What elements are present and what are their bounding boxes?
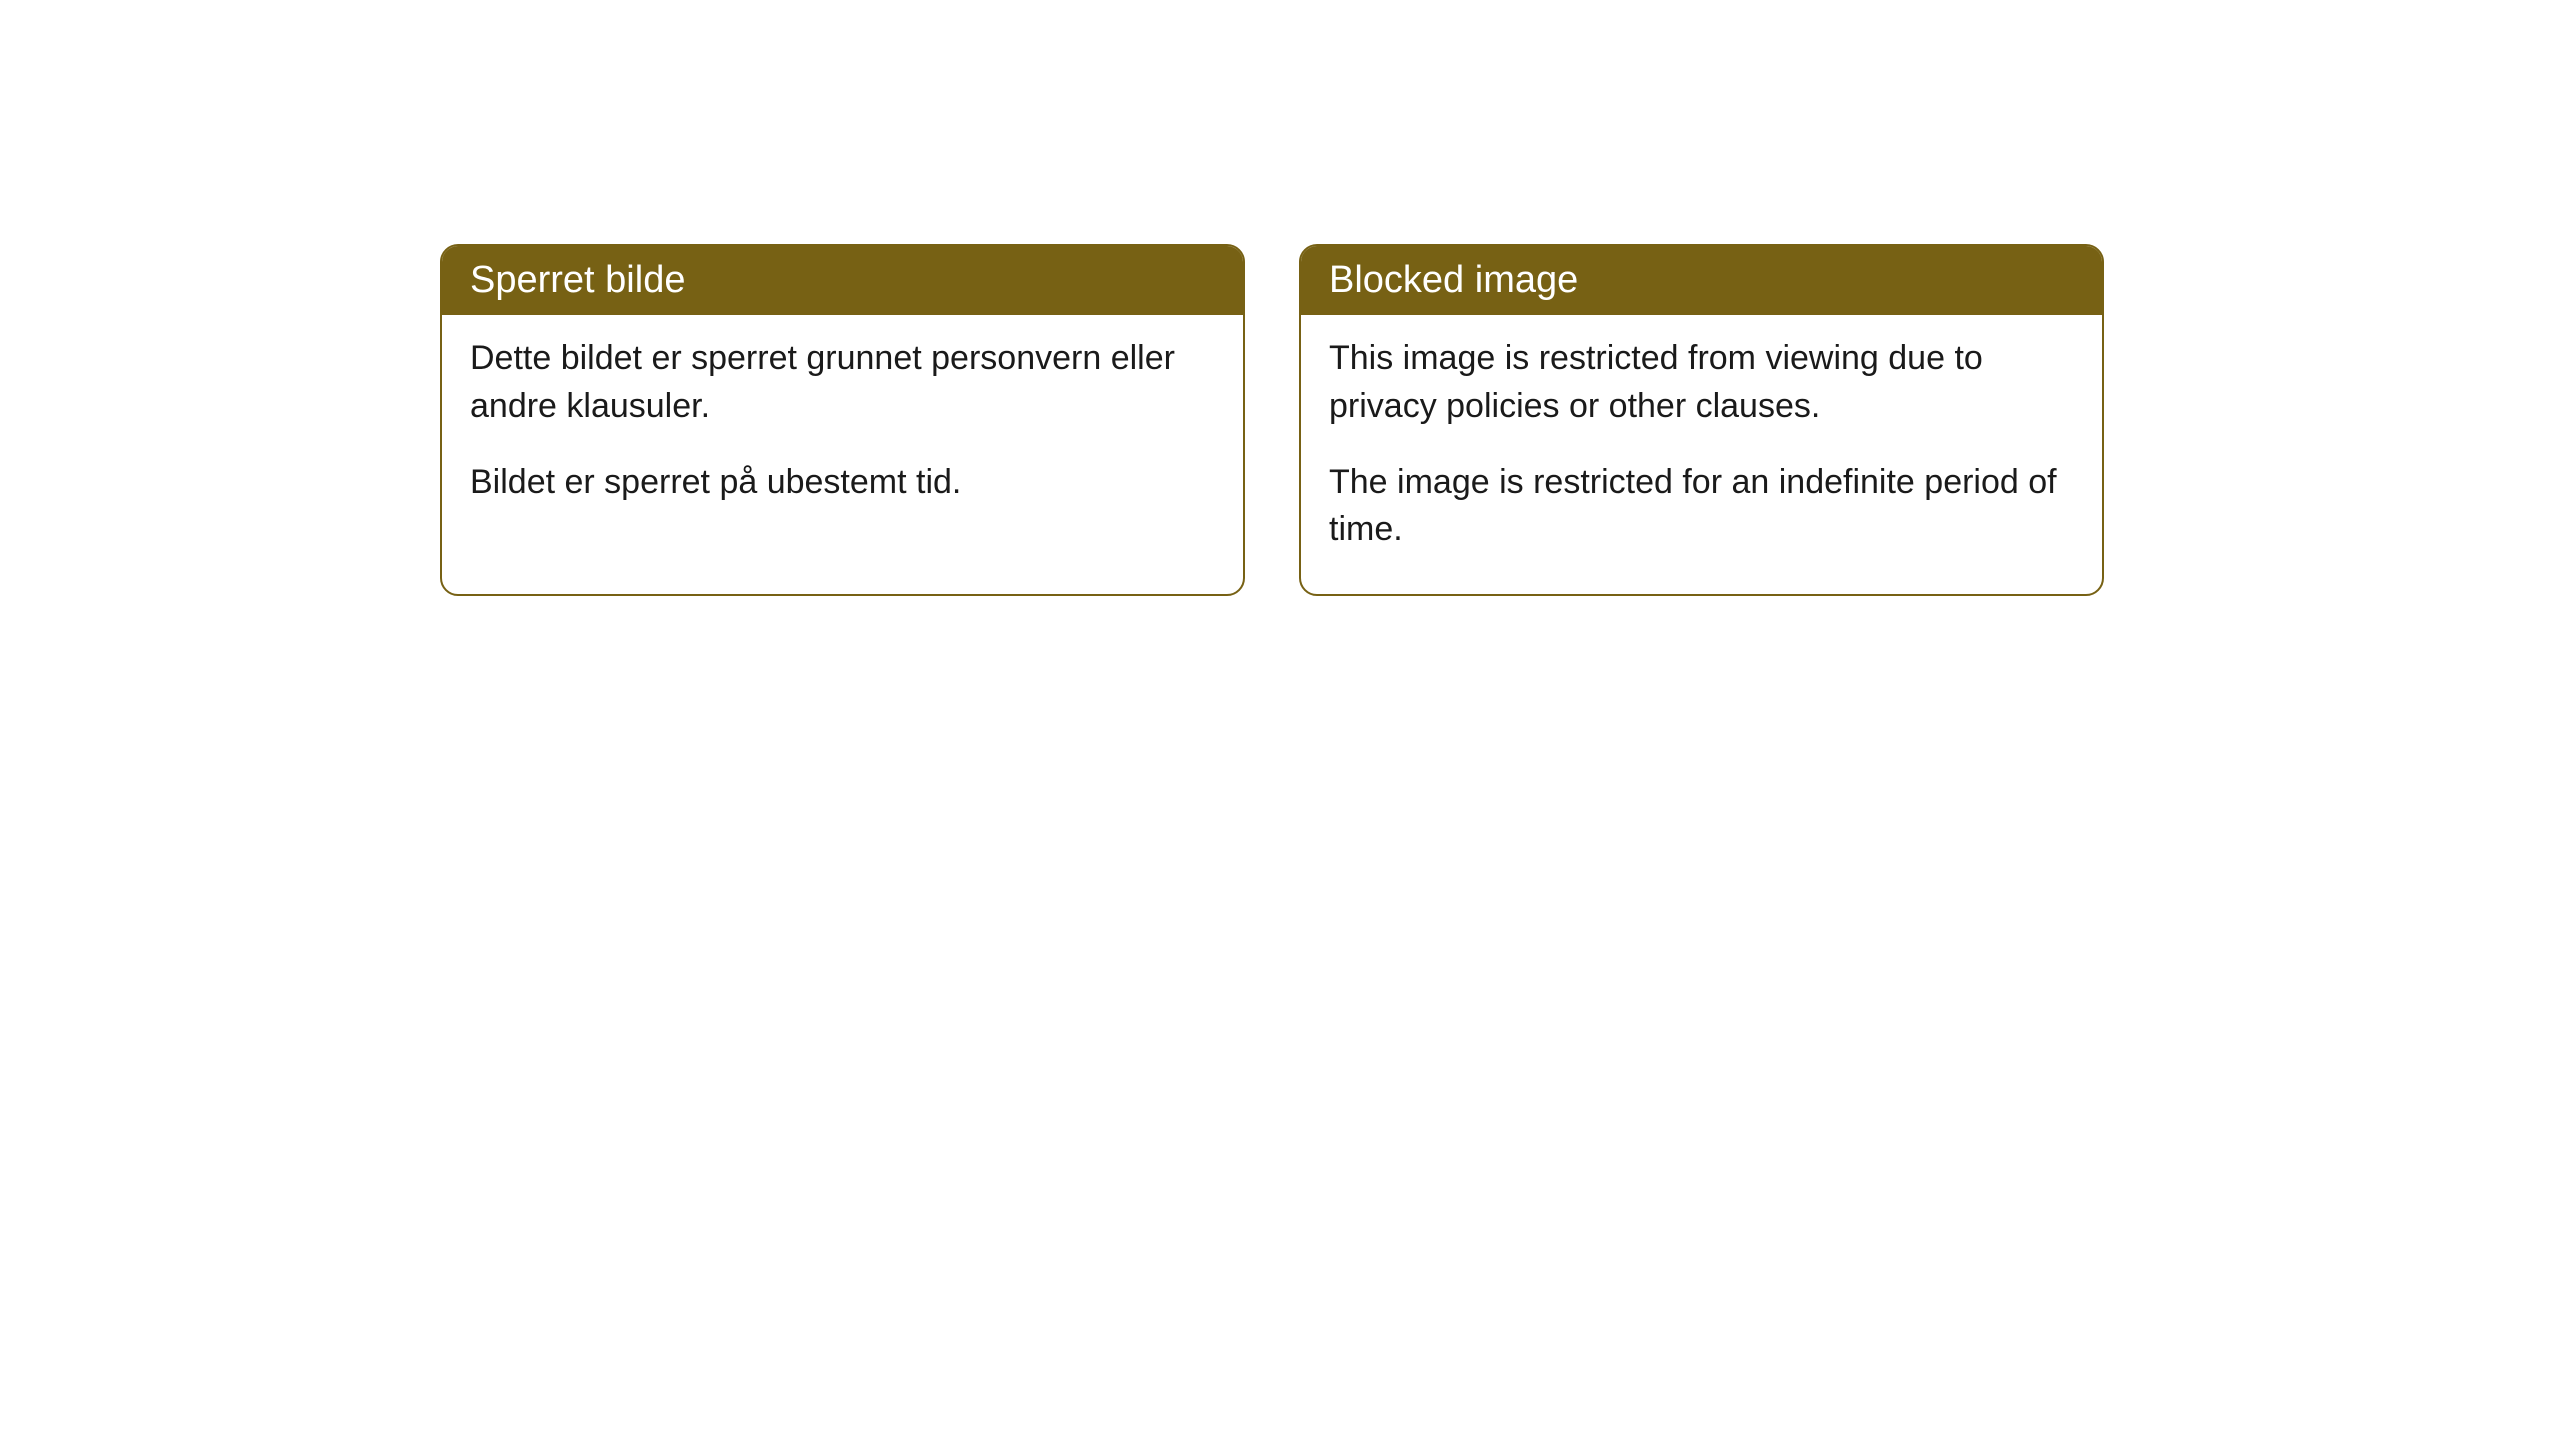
card-text-norwegian-2: Bildet er sperret på ubestemt tid.	[470, 459, 1215, 507]
card-text-norwegian-1: Dette bildet er sperret grunnet personve…	[470, 335, 1215, 430]
card-header-english: Blocked image	[1301, 246, 2102, 315]
blocked-image-card-english: Blocked image This image is restricted f…	[1299, 244, 2104, 596]
blocked-image-card-norwegian: Sperret bilde Dette bildet er sperret gr…	[440, 244, 1245, 596]
card-text-english-2: The image is restricted for an indefinit…	[1329, 459, 2074, 554]
card-text-english-1: This image is restricted from viewing du…	[1329, 335, 2074, 430]
card-header-norwegian: Sperret bilde	[442, 246, 1243, 315]
card-body-norwegian: Dette bildet er sperret grunnet personve…	[442, 315, 1243, 546]
cards-container: Sperret bilde Dette bildet er sperret gr…	[0, 0, 2560, 596]
card-body-english: This image is restricted from viewing du…	[1301, 315, 2102, 593]
